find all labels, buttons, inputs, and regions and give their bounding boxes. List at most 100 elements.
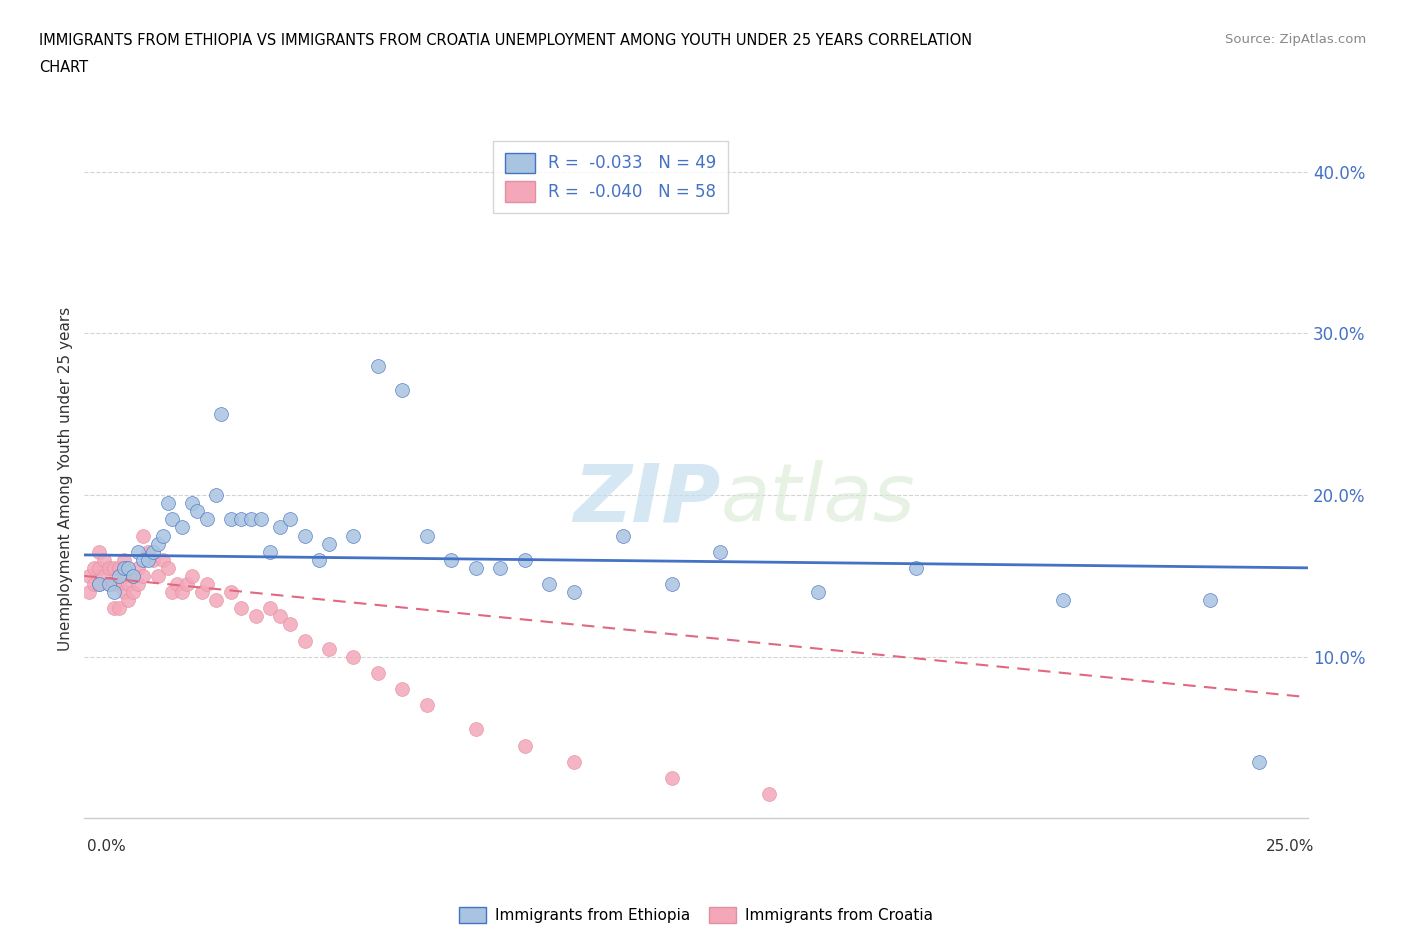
Point bbox=[269, 609, 291, 624]
Point bbox=[308, 552, 330, 567]
Point bbox=[176, 577, 198, 591]
Point bbox=[127, 577, 149, 591]
Point bbox=[391, 382, 413, 397]
Point bbox=[219, 512, 242, 526]
Point bbox=[87, 544, 110, 559]
Point bbox=[107, 568, 129, 583]
Point bbox=[342, 528, 364, 543]
Point bbox=[156, 496, 179, 511]
Point bbox=[391, 682, 413, 697]
Point bbox=[186, 504, 208, 519]
Point bbox=[229, 601, 252, 616]
Point bbox=[146, 537, 169, 551]
Point bbox=[229, 512, 252, 526]
Point bbox=[259, 601, 281, 616]
Text: IMMIGRANTS FROM ETHIOPIA VS IMMIGRANTS FROM CROATIA UNEMPLOYMENT AMONG YOUTH UND: IMMIGRANTS FROM ETHIOPIA VS IMMIGRANTS F… bbox=[39, 33, 973, 47]
Legend: R =  -0.033   N = 49, R =  -0.040   N = 58: R = -0.033 N = 49, R = -0.040 N = 58 bbox=[494, 141, 728, 213]
Point bbox=[195, 512, 218, 526]
Point bbox=[259, 544, 281, 559]
Point bbox=[1247, 754, 1270, 769]
Point bbox=[294, 633, 316, 648]
Point bbox=[117, 561, 139, 576]
Point bbox=[112, 552, 135, 567]
Point bbox=[172, 520, 194, 535]
Point bbox=[205, 592, 228, 607]
Point bbox=[191, 585, 214, 600]
Point bbox=[249, 512, 271, 526]
Text: 0.0%: 0.0% bbox=[87, 839, 127, 854]
Point bbox=[122, 568, 145, 583]
Point bbox=[416, 528, 439, 543]
Point bbox=[87, 577, 110, 591]
Point bbox=[87, 561, 110, 576]
Point bbox=[156, 561, 179, 576]
Point bbox=[132, 552, 155, 567]
Point bbox=[612, 528, 634, 543]
Point bbox=[112, 585, 135, 600]
Point bbox=[93, 552, 115, 567]
Point bbox=[416, 698, 439, 712]
Point bbox=[112, 568, 135, 583]
Point bbox=[562, 754, 585, 769]
Point bbox=[513, 738, 536, 753]
Text: atlas: atlas bbox=[720, 460, 915, 538]
Point bbox=[440, 552, 463, 567]
Point bbox=[758, 787, 780, 802]
Point bbox=[107, 577, 129, 591]
Point bbox=[195, 577, 218, 591]
Point bbox=[97, 577, 120, 591]
Point bbox=[97, 561, 120, 576]
Point bbox=[294, 528, 316, 543]
Text: 25.0%: 25.0% bbox=[1267, 839, 1315, 854]
Point bbox=[152, 528, 174, 543]
Point bbox=[77, 585, 100, 600]
Point bbox=[245, 609, 267, 624]
Point bbox=[93, 568, 115, 583]
Text: Source: ZipAtlas.com: Source: ZipAtlas.com bbox=[1226, 33, 1367, 46]
Point bbox=[127, 544, 149, 559]
Point bbox=[562, 585, 585, 600]
Point bbox=[122, 585, 145, 600]
Point bbox=[278, 512, 301, 526]
Point bbox=[278, 617, 301, 631]
Point bbox=[103, 561, 125, 576]
Point bbox=[146, 568, 169, 583]
Point bbox=[661, 577, 683, 591]
Point bbox=[342, 649, 364, 664]
Point bbox=[83, 577, 105, 591]
Point bbox=[107, 601, 129, 616]
Y-axis label: Unemployment Among Youth under 25 years: Unemployment Among Youth under 25 years bbox=[58, 307, 73, 651]
Point bbox=[166, 577, 188, 591]
Point bbox=[269, 520, 291, 535]
Point bbox=[513, 552, 536, 567]
Point bbox=[83, 561, 105, 576]
Point bbox=[162, 585, 184, 600]
Point bbox=[122, 568, 145, 583]
Point bbox=[162, 512, 184, 526]
Point bbox=[239, 512, 262, 526]
Point bbox=[318, 642, 340, 657]
Point bbox=[127, 561, 149, 576]
Point bbox=[112, 561, 135, 576]
Point bbox=[132, 528, 155, 543]
Point bbox=[117, 592, 139, 607]
Point bbox=[367, 666, 389, 681]
Point bbox=[464, 722, 486, 737]
Point bbox=[1198, 592, 1220, 607]
Point bbox=[464, 561, 486, 576]
Text: CHART: CHART bbox=[39, 60, 89, 75]
Point bbox=[367, 358, 389, 373]
Point bbox=[1052, 592, 1074, 607]
Point bbox=[807, 585, 830, 600]
Point bbox=[661, 771, 683, 786]
Point bbox=[318, 537, 340, 551]
Point bbox=[219, 585, 242, 600]
Point bbox=[142, 552, 165, 567]
Point bbox=[77, 568, 100, 583]
Point bbox=[181, 496, 204, 511]
Point bbox=[172, 585, 194, 600]
Point bbox=[709, 544, 731, 559]
Point bbox=[538, 577, 561, 591]
Point bbox=[205, 487, 228, 502]
Point bbox=[103, 577, 125, 591]
